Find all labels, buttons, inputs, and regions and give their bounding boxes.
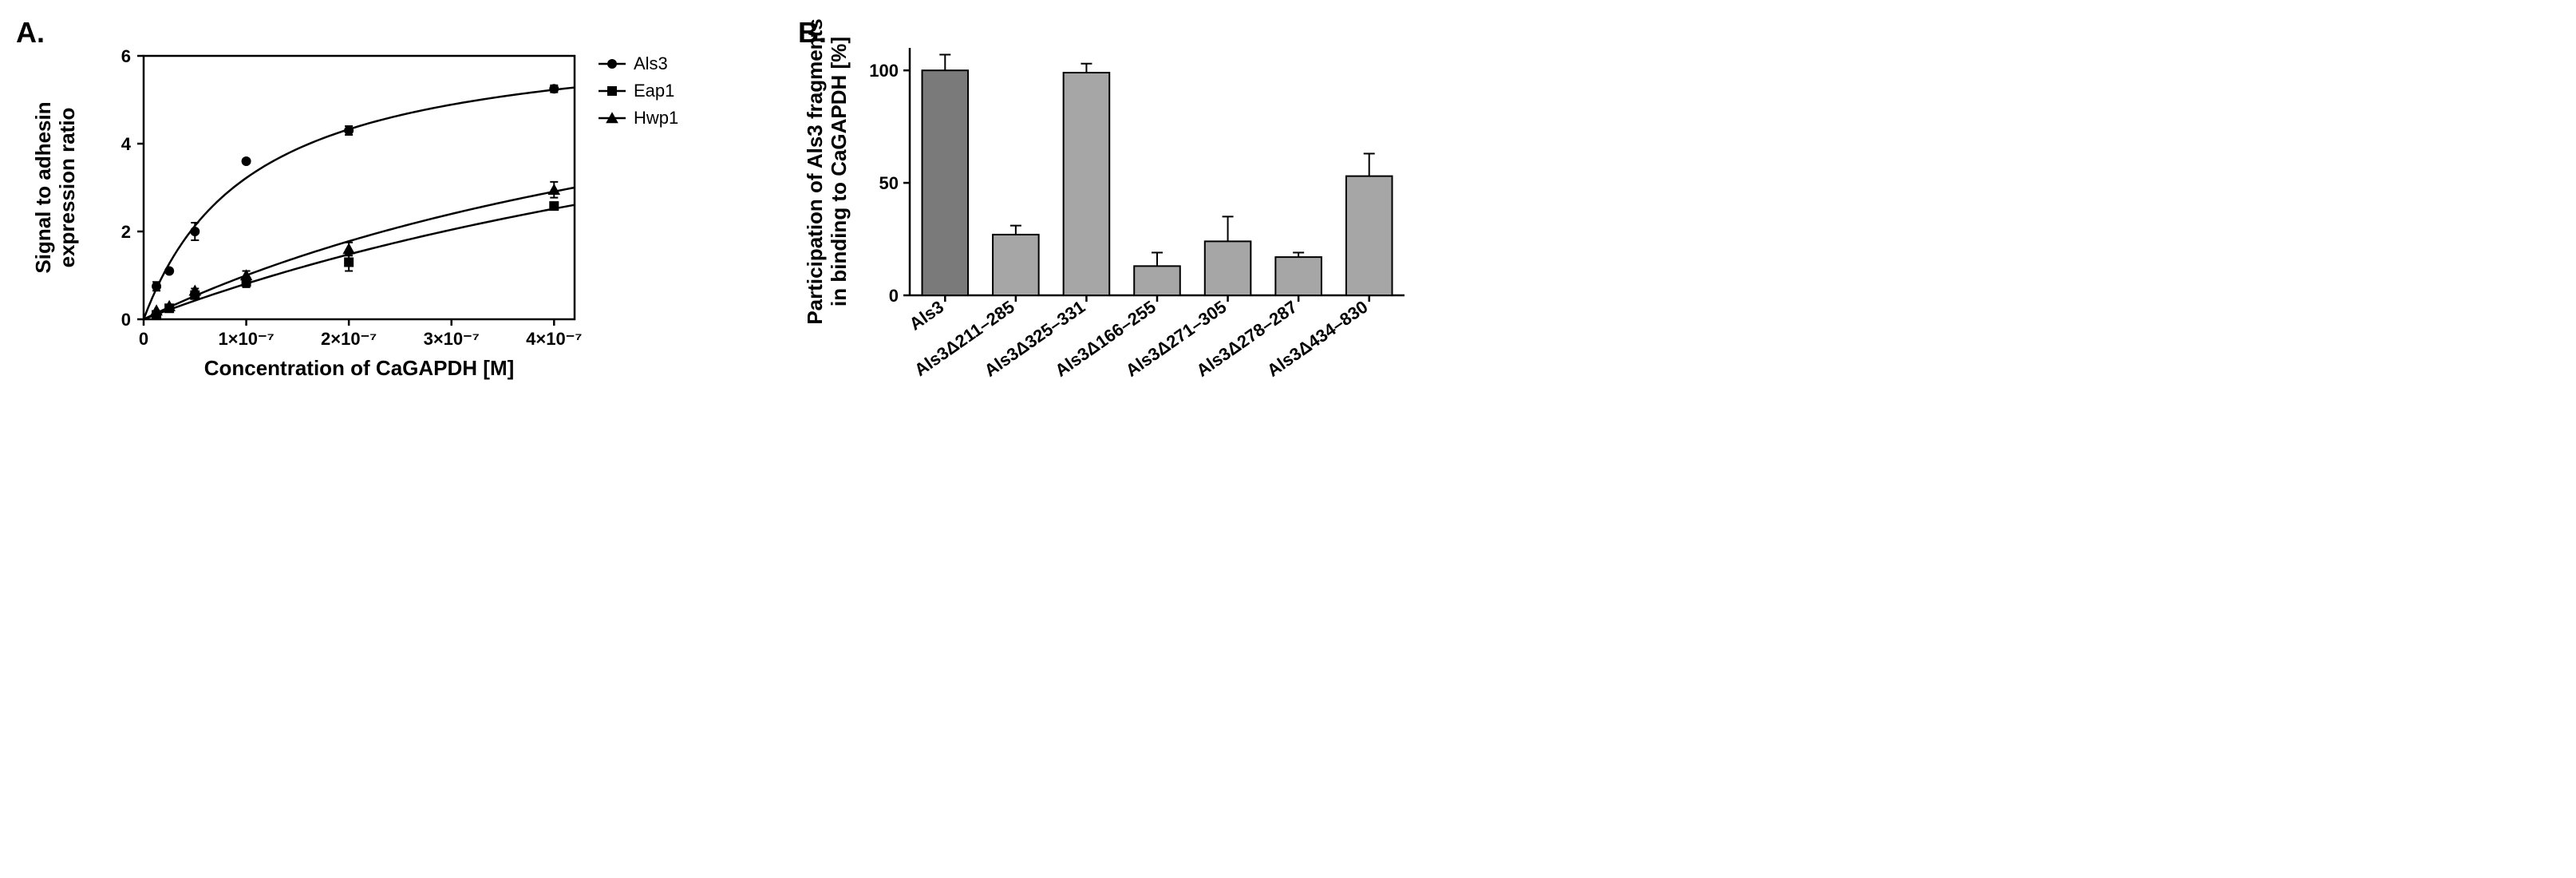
figure-container: A. 0 1×10⁻⁷ 2×10⁻⁷ 3×10⁻⁷ 4×10⁻⁷ 0 2 4 6 Concentr… — [16, 16, 2560, 427]
svg-text:0: 0 — [139, 329, 148, 349]
panel-b: B. 0 50 100 Participation of Als3 fragments… — [798, 16, 1420, 427]
svg-text:50: 50 — [879, 173, 899, 193]
svg-text:Participation of Als3 fragment: Participation of Als3 fragments — [803, 18, 827, 324]
panel-a-chart: 0 1×10⁻⁷ 2×10⁻⁷ 3×10⁻⁷ 4×10⁻⁷ 0 2 4 6 Concentrati… — [16, 16, 734, 399]
svg-text:Hwp1: Hwp1 — [634, 108, 678, 128]
svg-text:0: 0 — [121, 310, 131, 330]
panel-b-label: B. — [798, 16, 827, 49]
svg-text:0: 0 — [889, 286, 899, 306]
svg-text:2×10⁻⁷: 2×10⁻⁷ — [321, 329, 377, 349]
svg-text:2: 2 — [121, 222, 131, 242]
panel-a-label: A. — [16, 16, 45, 49]
svg-text:4: 4 — [121, 134, 132, 154]
svg-text:expression ratio: expression ratio — [55, 108, 79, 268]
svg-text:100: 100 — [869, 61, 899, 81]
svg-text:3×10⁻⁷: 3×10⁻⁷ — [424, 329, 480, 349]
panel-b-chart: 0 50 100 Participation of Als3 fragmentsin … — [798, 16, 1420, 423]
svg-text:Signal to adhesin: Signal to adhesin — [31, 101, 55, 273]
svg-text:6: 6 — [121, 46, 131, 66]
svg-text:1×10⁻⁷: 1×10⁻⁷ — [218, 329, 274, 349]
svg-text:in binding to CaGAPDH [%]: in binding to CaGAPDH [%] — [827, 37, 851, 307]
svg-text:4×10⁻⁷: 4×10⁻⁷ — [526, 329, 582, 349]
svg-text:Concentration of CaGAPDH [M]: Concentration of CaGAPDH [M] — [204, 356, 515, 380]
svg-text:Als3: Als3 — [634, 53, 668, 73]
svg-text:Eap1: Eap1 — [634, 81, 674, 101]
svg-text:Als3: Als3 — [906, 297, 947, 334]
panel-a: A. 0 1×10⁻⁷ 2×10⁻⁷ 3×10⁻⁷ 4×10⁻⁷ 0 2 4 6 Concentr… — [16, 16, 734, 403]
